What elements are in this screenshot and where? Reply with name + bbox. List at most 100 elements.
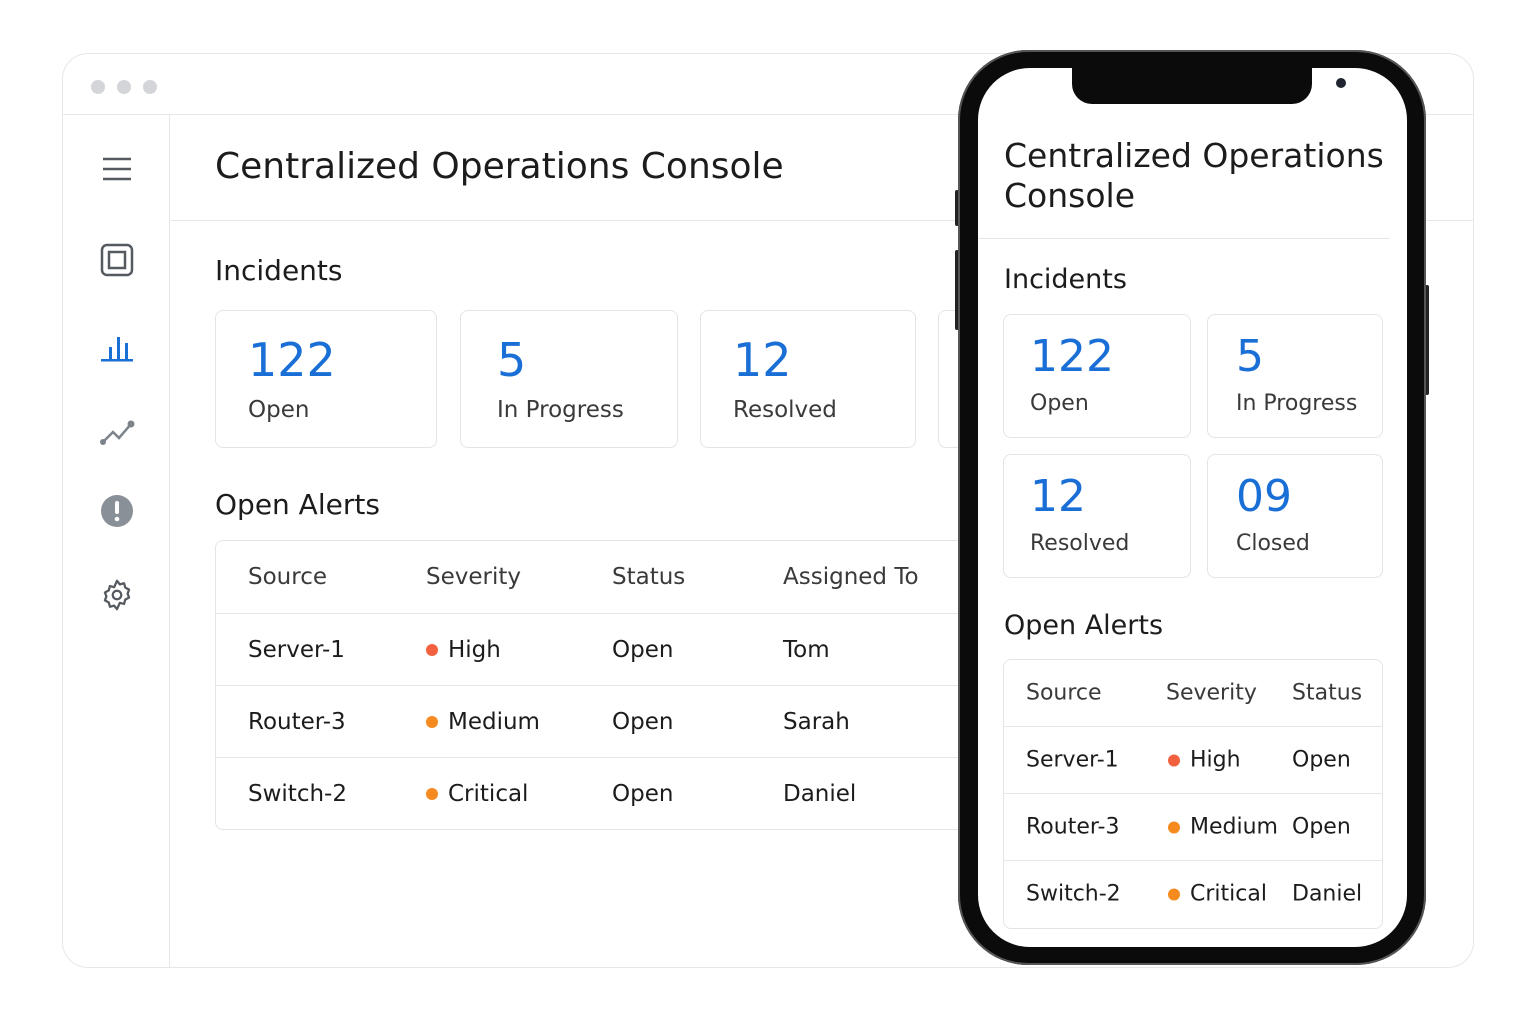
cell-source: Server-1 (248, 636, 345, 663)
window-controls (91, 80, 157, 94)
incident-card-closed[interactable]: 09 Closed (1207, 454, 1383, 578)
card-value: 5 (1236, 331, 1264, 382)
cell-source: Router-3 (248, 708, 346, 735)
camera-icon (1336, 78, 1346, 88)
mobile-screen: Centralized Operations Console Incidents … (978, 68, 1407, 947)
severity-text: High (1190, 747, 1241, 773)
card-label: In Progress (497, 397, 624, 423)
page-title: Centralized Operations Console (215, 146, 784, 187)
sidebar (63, 115, 170, 967)
menu-icon[interactable] (99, 151, 135, 187)
phone-notch (1072, 68, 1346, 104)
phone-button (955, 190, 959, 226)
cell-source: Switch-2 (248, 780, 347, 807)
severity-text: Critical (1190, 881, 1267, 907)
col-assigned[interactable]: Assigned To (783, 564, 919, 590)
divider (978, 238, 1390, 239)
cell-severity: Critical (1168, 882, 1267, 907)
card-value: 122 (248, 333, 336, 387)
severity-dot (1168, 821, 1180, 833)
incident-card-resolved[interactable]: 12 Resolved (1003, 454, 1191, 578)
cell-source: Switch-2 (1026, 881, 1121, 907)
cell-severity: High (1168, 748, 1241, 773)
cell-assigned: Tom (783, 636, 830, 663)
card-label: In Progress (1236, 391, 1358, 416)
title-line: Centralized Operations (1004, 136, 1384, 175)
table-row[interactable]: Switch-2 Critical Open Daniel (216, 757, 1014, 829)
divider (171, 220, 1473, 221)
cell-status: Open (612, 708, 674, 735)
table-row[interactable]: Router-3 Medium Open (1004, 793, 1382, 860)
window-dot-close[interactable] (91, 80, 105, 94)
card-value: 12 (733, 333, 792, 387)
cell-assigned: Daniel (783, 780, 857, 807)
severity-dot (426, 715, 438, 728)
cell-status: Daniel (1292, 881, 1363, 907)
cell-status: Open (1292, 747, 1351, 773)
incident-card-resolved[interactable]: 12 Resolved (700, 310, 916, 448)
incident-card-in-progress[interactable]: 5 In Progress (460, 310, 678, 448)
card-value: 122 (1030, 331, 1114, 382)
card-value: 09 (1236, 471, 1292, 522)
incident-card-open[interactable]: 122 Open (1003, 314, 1191, 438)
mobile-page-title: Centralized Operations Console (1004, 136, 1384, 216)
col-source[interactable]: Source (1026, 680, 1102, 706)
cell-source: Router-3 (1026, 814, 1120, 840)
cell-assigned: Sarah (783, 708, 850, 735)
line-chart-icon[interactable] (99, 415, 135, 451)
severity-text: Critical (448, 780, 529, 807)
card-label: Resolved (1030, 531, 1130, 556)
cell-severity: Critical (426, 781, 528, 807)
card-label: Resolved (733, 397, 837, 423)
col-status[interactable]: Status (1292, 680, 1363, 706)
cell-severity: Medium (426, 709, 540, 735)
cell-severity: High (426, 637, 501, 663)
incident-card-open[interactable]: 122 Open (215, 310, 437, 448)
bar-chart-icon[interactable] (99, 330, 135, 366)
cell-source: Server-1 (1026, 747, 1119, 773)
severity-text: High (448, 636, 501, 663)
col-source[interactable]: Source (248, 564, 327, 590)
severity-dot (426, 787, 438, 800)
table-header: Source Severity Status Assigned To (216, 541, 1014, 613)
col-severity[interactable]: Severity (426, 564, 521, 590)
severity-dot (426, 643, 438, 656)
table-row[interactable]: Switch-2 Critical Daniel (1004, 860, 1382, 927)
card-label: Closed (1236, 531, 1310, 556)
col-severity[interactable]: Severity (1166, 680, 1257, 706)
table-header: Source Severity Status (1004, 660, 1382, 726)
incidents-heading: Incidents (215, 254, 343, 287)
window-dot-maximize[interactable] (143, 80, 157, 94)
mobile-device: Centralized Operations Console Incidents … (958, 50, 1426, 965)
col-status[interactable]: Status (612, 564, 686, 590)
table-row[interactable]: Server-1 High Open (1004, 726, 1382, 793)
title-line: Console (1004, 176, 1136, 215)
dashboard-icon[interactable] (99, 242, 135, 278)
open-alerts-heading: Open Alerts (215, 488, 380, 521)
severity-text: Medium (1190, 814, 1278, 840)
card-label: Open (1030, 391, 1089, 416)
settings-icon[interactable] (99, 577, 135, 613)
card-label: Open (248, 397, 310, 423)
mobile-alerts-table: Source Severity Status Server-1 High Ope… (1003, 659, 1383, 929)
table-row[interactable]: Router-3 Medium Open Sarah (216, 685, 1014, 757)
window-dot-minimize[interactable] (117, 80, 131, 94)
card-value: 5 (497, 333, 527, 387)
phone-button (1425, 285, 1429, 395)
cell-status: Open (612, 780, 674, 807)
table-row[interactable]: Server-1 High Open Tom (216, 613, 1014, 685)
alerts-table: Source Severity Status Assigned To Serve… (215, 540, 1015, 830)
severity-dot (1168, 754, 1180, 766)
phone-button (955, 250, 959, 330)
card-value: 12 (1030, 471, 1086, 522)
incident-card-in-progress[interactable]: 5 In Progress (1207, 314, 1383, 438)
incidents-heading: Incidents (1004, 264, 1127, 295)
severity-dot (1168, 888, 1180, 900)
alert-icon[interactable] (99, 493, 135, 529)
divider (63, 114, 1473, 115)
open-alerts-heading: Open Alerts (1004, 610, 1164, 641)
cell-severity: Medium (1168, 815, 1278, 840)
severity-text: Medium (448, 708, 540, 735)
cell-status: Open (612, 636, 674, 663)
cell-status: Open (1292, 814, 1351, 840)
